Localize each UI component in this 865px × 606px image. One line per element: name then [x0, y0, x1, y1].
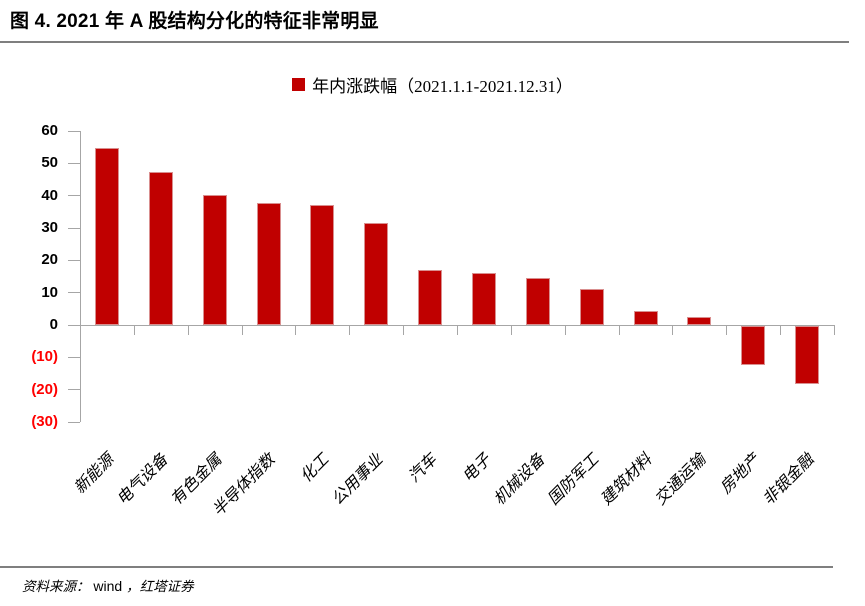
source-broker: ，红塔证券 — [126, 579, 194, 594]
bar-12 — [741, 326, 766, 366]
bar-7 — [471, 273, 496, 325]
y-axis-tick — [68, 162, 80, 164]
source-wind: wind — [93, 578, 123, 594]
x-category-label: 化工 — [297, 451, 333, 486]
bar-9 — [579, 289, 604, 325]
x-axis-tick — [618, 325, 620, 335]
bar-2 — [202, 195, 227, 325]
x-category-label: 汽车 — [405, 451, 441, 486]
y-axis-label: 40 — [41, 186, 58, 204]
y-axis-label: 10 — [41, 283, 58, 301]
bar-8 — [525, 277, 550, 325]
y-axis-label: (30) — [31, 413, 58, 430]
y-axis-tick — [68, 227, 80, 229]
x-axis-tick — [564, 325, 566, 335]
x-axis-tick — [295, 325, 297, 335]
source-note: 资料来源： wind ，红塔证券 — [22, 575, 194, 595]
x-category-label: 机械设备 — [490, 451, 549, 509]
bar-13 — [795, 326, 820, 384]
y-axis-tick — [68, 389, 80, 391]
x-axis-tick — [726, 325, 728, 335]
x-axis-tick — [349, 325, 351, 335]
x-axis-tick — [241, 325, 243, 335]
x-axis-tick — [780, 325, 782, 335]
title-divider — [0, 41, 849, 43]
footer-divider — [0, 566, 833, 568]
bar-0 — [94, 148, 119, 325]
x-category-label: 国防军工 — [544, 451, 602, 509]
y-axis-tick — [68, 292, 80, 294]
y-axis-label: 0 — [49, 316, 58, 333]
y-axis-tick — [68, 259, 80, 261]
y-axis-tick — [68, 356, 80, 358]
bar-10 — [633, 311, 658, 325]
x-axis-tick — [187, 325, 189, 335]
bar-3 — [256, 203, 281, 325]
y-axis-label: (20) — [31, 380, 58, 398]
x-axis-tick — [457, 325, 458, 335]
x-axis-tick — [510, 325, 512, 335]
bar-1 — [148, 171, 173, 325]
y-axis-tick — [68, 324, 80, 326]
x-category-label: 公用事业 — [329, 451, 387, 509]
x-axis-tick — [672, 325, 674, 335]
y-axis-label: 50 — [41, 154, 58, 172]
chart-legend: 年内涨跌幅（2021.1.1-2021.12.31） — [0, 70, 865, 98]
source-label: 资料来源： — [22, 579, 90, 594]
y-axis-label: (10) — [31, 348, 58, 366]
x-axis-tick — [834, 325, 835, 335]
bar-11 — [687, 317, 712, 325]
x-category-label: 电子 — [459, 451, 495, 486]
y-axis-tick — [68, 421, 80, 423]
y-axis-tick — [68, 130, 80, 132]
bar-6 — [418, 270, 443, 325]
y-axis-label: 60 — [41, 122, 58, 139]
bar-5 — [364, 223, 389, 325]
y-axis-label: 20 — [41, 251, 58, 269]
x-axis-tick — [133, 325, 135, 335]
legend-square-icon — [292, 77, 306, 91]
y-axis-label: 30 — [41, 219, 58, 236]
x-category-label: 非银金融 — [760, 451, 818, 509]
x-category-label: 建筑材料 — [598, 451, 656, 509]
y-axis-line — [80, 131, 81, 422]
x-axis-tick — [403, 325, 405, 335]
y-axis-tick — [68, 195, 80, 197]
legend-label: 年内涨跌幅（2021.1.1-2021.12.31） — [312, 76, 573, 96]
figure-title: 图 4. 2021 年 A 股结构分化的特征非常明显 — [10, 11, 379, 32]
x-category-label: 交通运输 — [652, 451, 710, 509]
x-category-label: 电气设备 — [113, 451, 172, 509]
bar-4 — [310, 205, 335, 325]
